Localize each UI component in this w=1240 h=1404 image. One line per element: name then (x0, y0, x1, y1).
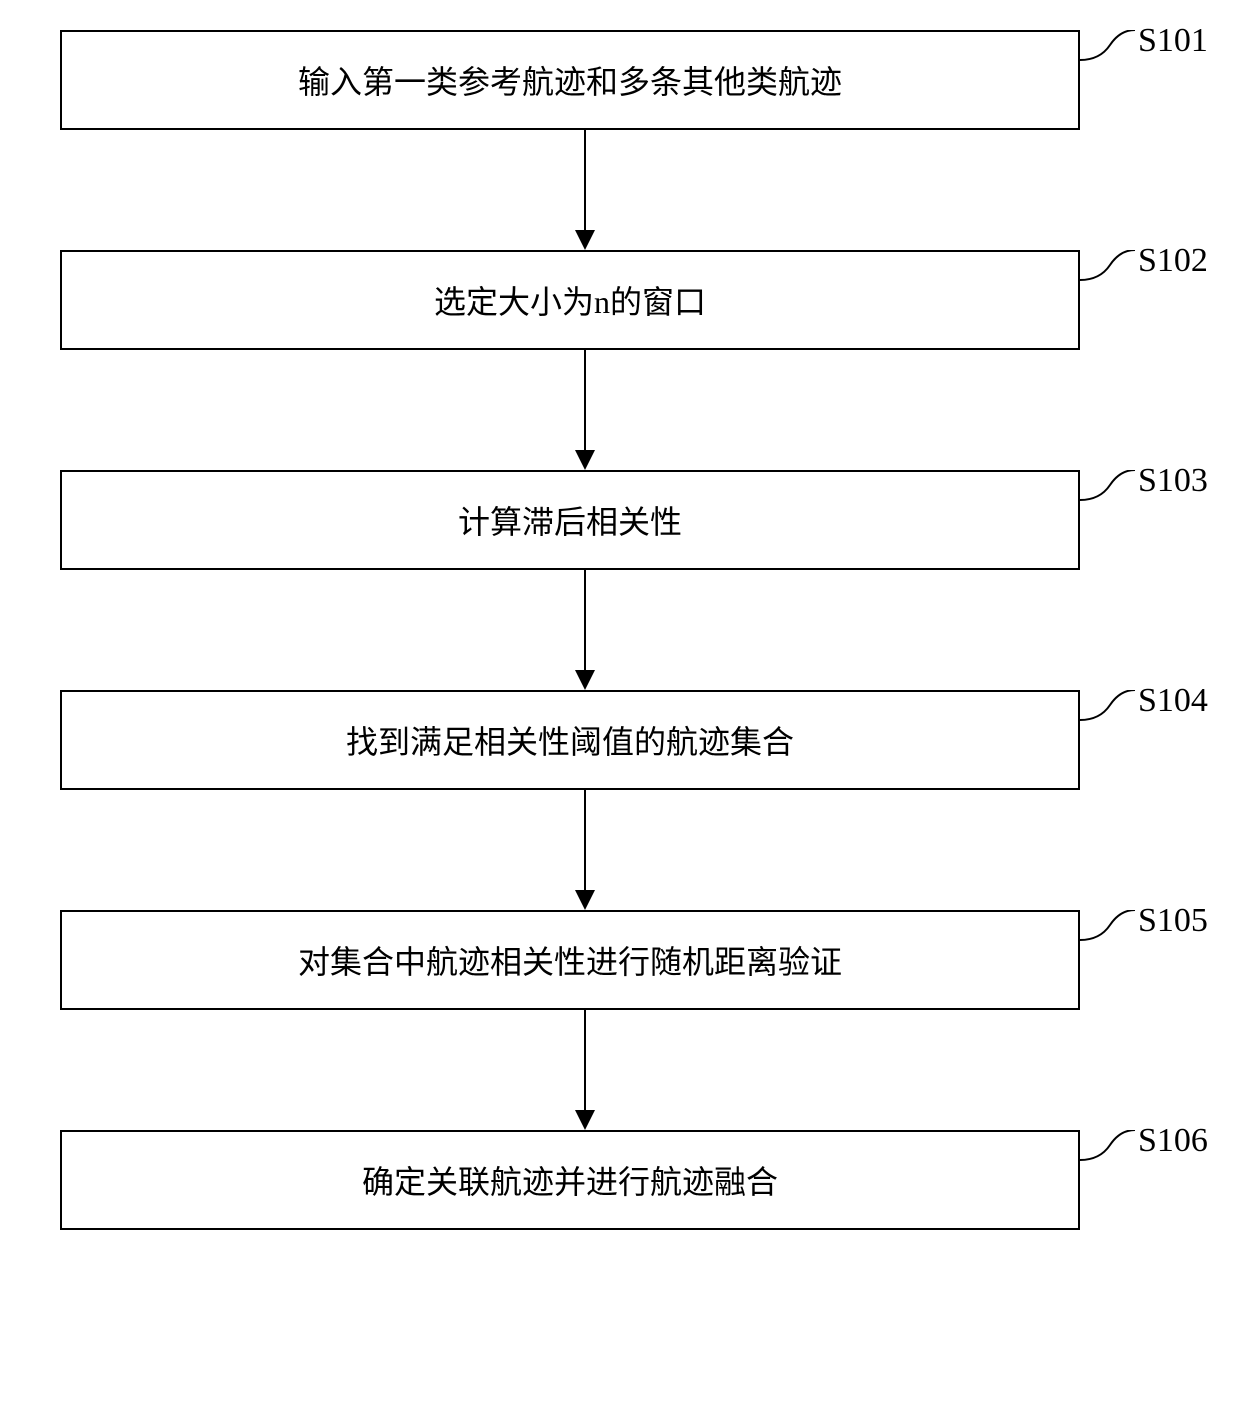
step-row-5: 对集合中航迹相关性进行随机距离验证 S105 (20, 910, 1220, 1010)
curve-connector-icon (1080, 470, 1140, 510)
arrow-container-3 (0, 570, 1185, 690)
step-text-1: 输入第一类参考航迹和多条其他类航迹 (298, 57, 842, 103)
step-label-container-4: S104 (1080, 690, 1208, 730)
step-text-2: 选定大小为n的窗口 (434, 277, 706, 323)
step-text-5: 对集合中航迹相关性进行随机距离验证 (298, 937, 842, 983)
arrow-container-5 (0, 1010, 1185, 1130)
arrow-down-icon (565, 570, 605, 690)
step-box-5: 对集合中航迹相关性进行随机距离验证 (60, 910, 1080, 1010)
step-text-6: 确定关联航迹并进行航迹融合 (362, 1157, 778, 1203)
step-text-3: 计算滞后相关性 (458, 497, 682, 543)
step-text-4: 找到满足相关性阈值的航迹集合 (346, 717, 794, 763)
step-label-container-5: S105 (1080, 910, 1208, 950)
curve-connector-icon (1080, 250, 1140, 290)
arrow-down-icon (565, 350, 605, 470)
step-label-1: S101 (1138, 22, 1208, 60)
step-box-6: 确定关联航迹并进行航迹融合 (60, 1130, 1080, 1230)
arrow-down-icon (565, 1010, 605, 1130)
arrow-container-2 (0, 350, 1185, 470)
curve-connector-icon (1080, 1130, 1140, 1170)
step-row-3: 计算滞后相关性 S103 (20, 470, 1220, 570)
step-label-container-6: S106 (1080, 1130, 1208, 1170)
arrow-container-1 (0, 130, 1185, 250)
curve-connector-icon (1080, 30, 1140, 70)
step-box-2: 选定大小为n的窗口 (60, 250, 1080, 350)
curve-connector-icon (1080, 910, 1140, 950)
step-label-4: S104 (1138, 682, 1208, 720)
step-box-3: 计算滞后相关性 (60, 470, 1080, 570)
step-label-container-1: S101 (1080, 30, 1208, 70)
step-row-2: 选定大小为n的窗口 S102 (20, 250, 1220, 350)
arrow-down-icon (565, 790, 605, 910)
step-row-1: 输入第一类参考航迹和多条其他类航迹 S101 (20, 30, 1220, 130)
step-row-6: 确定关联航迹并进行航迹融合 S106 (20, 1130, 1220, 1230)
curve-connector-icon (1080, 690, 1140, 730)
step-label-6: S106 (1138, 1122, 1208, 1160)
step-row-4: 找到满足相关性阈值的航迹集合 S104 (20, 690, 1220, 790)
flowchart-container: 输入第一类参考航迹和多条其他类航迹 S101 选定大小为n的窗口 S102 (20, 30, 1220, 1230)
step-label-container-2: S102 (1080, 250, 1208, 290)
step-label-5: S105 (1138, 902, 1208, 940)
step-box-4: 找到满足相关性阈值的航迹集合 (60, 690, 1080, 790)
arrow-down-icon (565, 130, 605, 250)
arrow-container-4 (0, 790, 1185, 910)
step-box-1: 输入第一类参考航迹和多条其他类航迹 (60, 30, 1080, 130)
step-label-3: S103 (1138, 462, 1208, 500)
step-label-container-3: S103 (1080, 470, 1208, 510)
step-label-2: S102 (1138, 242, 1208, 280)
